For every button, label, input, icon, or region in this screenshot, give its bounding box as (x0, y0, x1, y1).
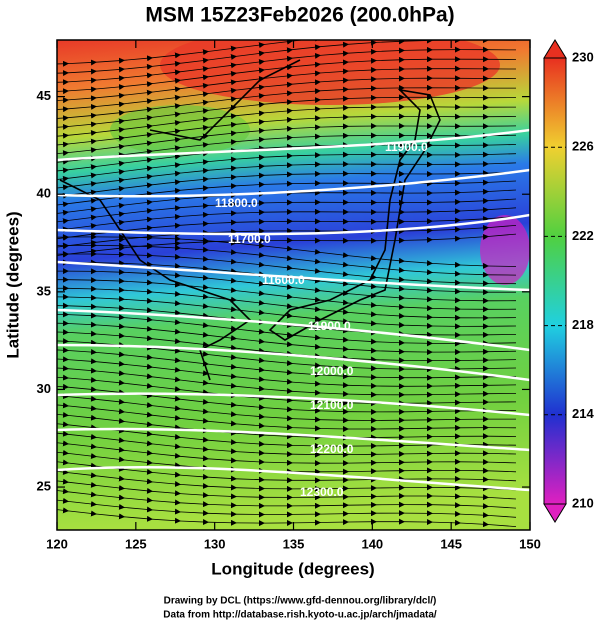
y-tick-label: 30 (37, 381, 51, 396)
contour-label: 11800.0 (215, 196, 258, 210)
streamline (57, 507, 517, 528)
contour-label: 12300.0 (300, 485, 344, 499)
x-axis-label: Longitude (degrees) (211, 559, 374, 578)
x-tick-label: 140 (361, 536, 383, 551)
x-tick-label: 120 (46, 536, 68, 551)
map-field: 11900.0 11800.0 11700.0 11600.0 11900.0 … (57, 40, 530, 530)
contour-label: 11900.0 (385, 140, 428, 154)
x-tick-label: 130 (204, 536, 226, 551)
colorbar (543, 39, 567, 523)
x-tick-label: 150 (519, 536, 541, 551)
contour-label: 12200.0 (310, 442, 354, 456)
y-axis-label: Latitude (degrees) (3, 211, 22, 358)
x-tick-label: 145 (440, 536, 462, 551)
colorbar-tick-label: 214 (572, 406, 594, 421)
contour-label: 12100.0 (310, 398, 354, 412)
y-tick-label: 35 (37, 283, 51, 298)
x-tick-label: 125 (125, 536, 147, 551)
y-tick-label: 25 (37, 478, 51, 493)
contour-label: 11600.0 (262, 273, 305, 287)
credit: Drawing by DCL (https://www.gfd-dennou.o… (164, 596, 437, 607)
contour-label: 11900.0 (308, 319, 351, 333)
credit: Data from http://database.rish.kyoto-u.a… (163, 610, 437, 621)
colorbar-tick-label: 222 (572, 228, 594, 243)
colorbar-tick-label: 218 (572, 317, 594, 332)
colorbar-tick-label: 210 (572, 495, 594, 510)
y-tick-label: 45 (37, 88, 51, 103)
x-tick-label: 135 (283, 536, 305, 551)
title: MSM 15Z23Feb2026 (200.0hPa) (145, 4, 454, 27)
colorbar-tick-label: 230 (572, 49, 594, 64)
contour-label: 12000.0 (310, 364, 354, 378)
colorbar-tick-label: 226 (572, 139, 594, 154)
contour-label: 11700.0 (228, 232, 271, 246)
y-tick-label: 40 (37, 186, 51, 201)
